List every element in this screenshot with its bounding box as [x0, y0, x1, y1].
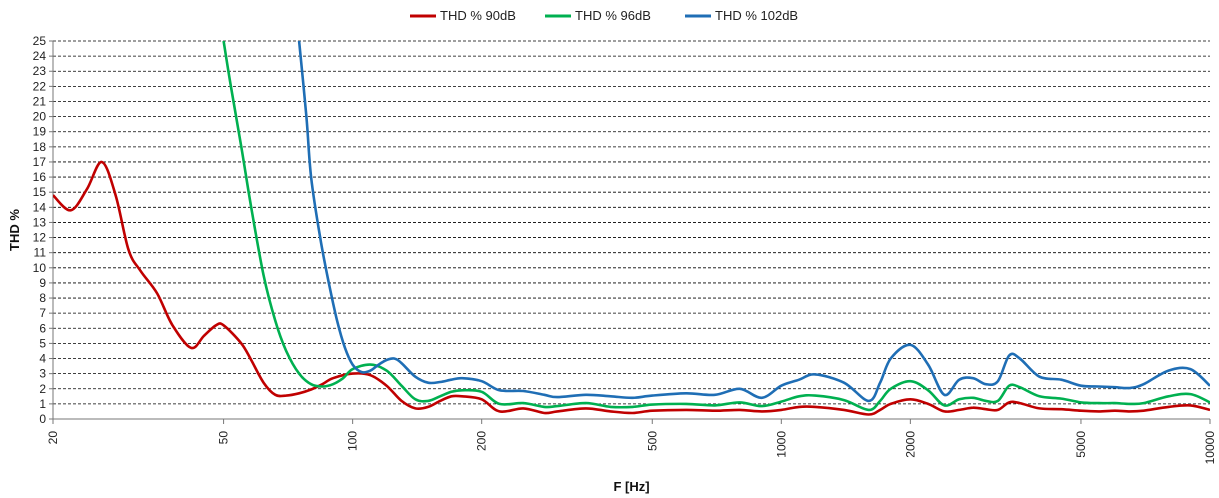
plot-frame: [52, 41, 1210, 420]
y-tick-label: 24: [33, 49, 47, 63]
y-tick-label: 14: [33, 200, 47, 214]
y-axis-title: THD %: [7, 209, 22, 251]
legend-label: THD % 102dB: [715, 8, 798, 23]
y-tick-label: 13: [33, 215, 47, 229]
y-tick-label: 1: [39, 397, 46, 411]
x-tick-label: 5000: [1074, 431, 1088, 458]
gridlines: [53, 40, 1210, 405]
y-tick-label: 3: [39, 367, 46, 381]
y-tick-label: 16: [33, 170, 47, 184]
y-tick-label: 25: [33, 34, 47, 48]
y-tick-label: 21: [33, 94, 47, 108]
y-tick-label: 23: [33, 64, 47, 78]
y-tick-label: 22: [33, 79, 47, 93]
y-tick-label: 19: [33, 125, 47, 139]
y-tick-label: 11: [34, 246, 47, 260]
x-axis-title: F [Hz]: [613, 479, 649, 494]
y-tick-label: 20: [33, 110, 47, 124]
legend-label: THD % 90dB: [440, 8, 516, 23]
y-tick-label: 5: [39, 336, 46, 350]
y-tick-label: 8: [39, 291, 46, 305]
y-tick-label: 6: [39, 321, 46, 335]
x-tick-label: 200: [475, 431, 489, 451]
legend-label: THD % 96dB: [575, 8, 651, 23]
y-tick-label: 4: [39, 352, 46, 366]
series-line-3: [297, 41, 1210, 403]
y-tick-label: 7: [39, 306, 46, 320]
legend: THD % 90dB THD % 96dB THD % 102dB: [410, 8, 798, 23]
series-layer: [53, 41, 1210, 416]
y-tick-label: 17: [33, 155, 47, 169]
y-axis-ticks: 0123456789101112131415161718192021222324…: [33, 34, 53, 426]
x-tick-label: 10000: [1203, 431, 1217, 465]
x-tick-label: 2000: [903, 431, 917, 458]
series-line-1: [53, 160, 1210, 416]
y-tick-label: 12: [33, 231, 47, 245]
y-tick-label: 15: [33, 185, 47, 199]
y-tick-label: 0: [39, 412, 46, 426]
x-tick-label: 100: [346, 431, 360, 451]
x-tick-label: 50: [217, 431, 231, 445]
y-tick-label: 2: [39, 382, 46, 396]
x-tick-label: 1000: [774, 431, 788, 458]
x-axis-ticks: 20 50 100 200 500 1000 2000 5000 10000: [46, 419, 1217, 464]
y-tick-label: 18: [33, 140, 47, 154]
y-tick-label: 10: [33, 261, 47, 275]
x-tick-label: 500: [645, 431, 659, 451]
series-line-2: [222, 41, 1210, 412]
x-tick-label: 20: [46, 431, 60, 445]
y-tick-label: 9: [39, 276, 46, 290]
